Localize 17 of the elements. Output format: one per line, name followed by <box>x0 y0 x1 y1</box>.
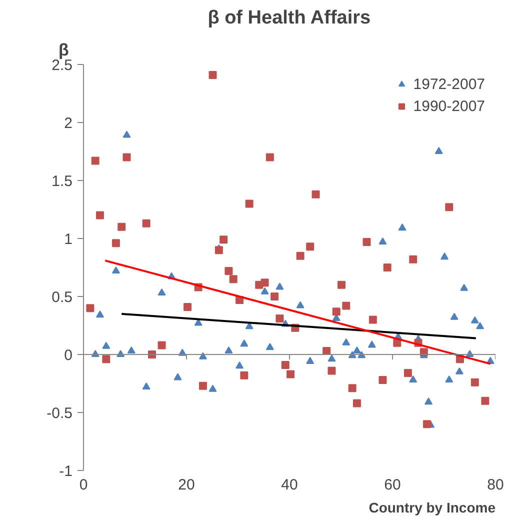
x-tick-label: 60 <box>384 476 401 494</box>
y-tick-label: -1 <box>59 463 73 480</box>
x-tick-label: 40 <box>281 476 298 494</box>
y-tick-label: 0.5 <box>52 289 73 306</box>
x-tick-label: 0 <box>79 476 88 494</box>
x-tick-label: 80 <box>487 476 504 494</box>
y-tick-label: -0.5 <box>46 405 73 422</box>
y-tick-label: 2 <box>64 115 72 132</box>
x-tick-label: 20 <box>178 476 195 494</box>
legend-label: 1990-2007 <box>413 98 485 114</box>
chart-title: β of Health Affairs <box>208 8 371 28</box>
x-axis-title: Country by Income <box>368 500 496 516</box>
y-axis-title: β <box>58 40 69 60</box>
y-tick-label: 1 <box>64 231 72 248</box>
y-tick-label: 0 <box>64 347 72 364</box>
legend-label: 1972-2007 <box>413 76 485 92</box>
y-tick-label: 1.5 <box>52 173 73 190</box>
